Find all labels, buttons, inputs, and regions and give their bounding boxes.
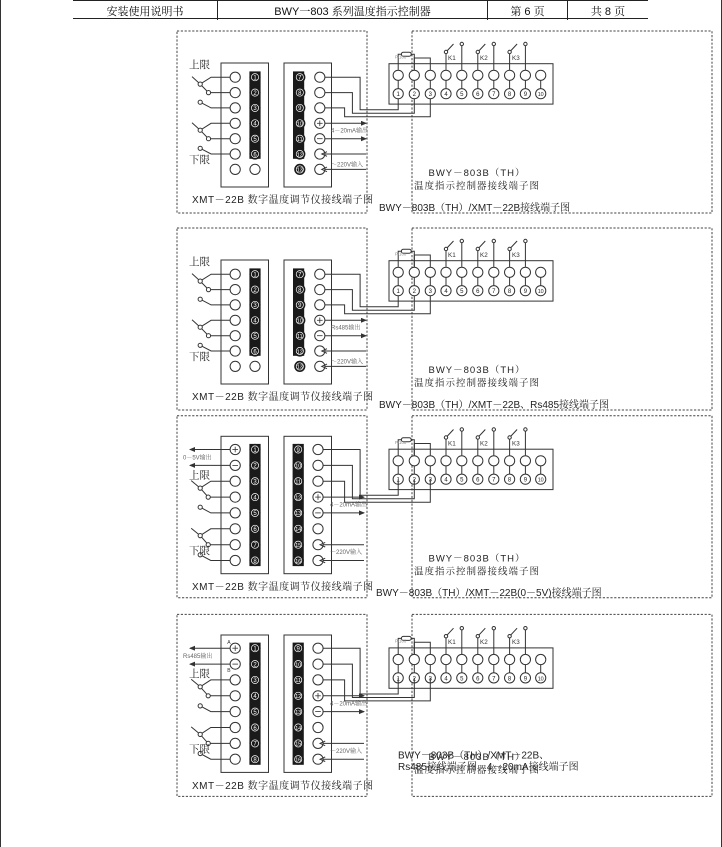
svg-text:13: 13 (295, 710, 301, 716)
svg-text:10: 10 (295, 464, 301, 470)
svg-text:K3: K3 (512, 639, 520, 646)
svg-text:13: 13 (297, 168, 303, 174)
svg-text:4－20mA输出: 4－20mA输出 (331, 127, 368, 135)
svg-text:13: 13 (297, 365, 303, 371)
svg-text:XMT－22B 数字温度调节仪接线端子图: XMT－22B 数字温度调节仪接线端子图 (192, 193, 374, 206)
svg-text:15: 15 (295, 543, 301, 549)
svg-text:～220V输入: ～220V输入 (330, 548, 362, 556)
svg-text:12: 12 (295, 694, 301, 700)
svg-text:K2: K2 (480, 55, 488, 62)
svg-text:下限: 下限 (189, 351, 210, 363)
svg-text:K3: K3 (512, 55, 520, 62)
svg-text:Rs485输出: Rs485输出 (183, 652, 212, 660)
svg-text:11: 11 (297, 334, 303, 340)
svg-text:BWY－803B（TH）/XMT－22B接线端子图: BWY－803B（TH）/XMT－22B接线端子图 (379, 201, 570, 214)
svg-text:温度指示控制器接线端子图: 温度指示控制器接线端子图 (414, 180, 540, 192)
svg-text:BWY－803B（TH）/XMT－22B(0－5V)接线端子: BWY－803B（TH）/XMT－22B(0－5V)接线端子图 (376, 586, 602, 599)
svg-text:下限: 下限 (189, 545, 210, 557)
svg-text:下限: 下限 (189, 744, 210, 756)
svg-text:10: 10 (297, 319, 303, 325)
svg-text:上限: 上限 (189, 58, 210, 71)
svg-text:Pt100: Pt100 (395, 639, 407, 644)
svg-text:XMT－22B 数字温度调节仪接线端子图: XMT－22B 数字温度调节仪接线端子图 (192, 580, 374, 593)
svg-text:10: 10 (538, 92, 544, 98)
svg-text:～220V输入: ～220V输入 (331, 161, 363, 169)
svg-text:12: 12 (295, 495, 301, 501)
svg-text:K2: K2 (480, 639, 488, 646)
svg-text:10: 10 (538, 676, 544, 682)
svg-text:11: 11 (295, 480, 301, 486)
svg-text:K2: K2 (480, 252, 488, 259)
svg-text:～220V输入: ～220V输入 (331, 358, 363, 366)
svg-text:Rs485输出: Rs485输出 (331, 324, 366, 332)
svg-text:B: B (227, 668, 231, 674)
svg-text:Pt100: Pt100 (395, 55, 407, 60)
svg-text:上限: 上限 (189, 469, 210, 482)
svg-text:XMT－22B 数字温度调节仪接线端子图: XMT－22B 数字温度调节仪接线端子图 (192, 390, 374, 403)
svg-text:10: 10 (538, 478, 544, 484)
svg-text:K1: K1 (448, 441, 456, 448)
svg-text:10: 10 (295, 662, 301, 668)
svg-text:Pt100: Pt100 (395, 440, 407, 445)
svg-text:～220V输入: ～220V输入 (330, 747, 362, 755)
svg-text:12: 12 (297, 152, 303, 158)
svg-text:10: 10 (297, 122, 303, 128)
svg-text:11: 11 (295, 678, 301, 684)
svg-text:16: 16 (295, 559, 301, 565)
svg-text:Rs485接线端子图、4－20mA接线端子图: Rs485接线端子图、4－20mA接线端子图 (398, 760, 579, 773)
svg-text:14: 14 (295, 527, 301, 533)
svg-text:Pt100: Pt100 (395, 252, 407, 257)
svg-text:K2: K2 (480, 441, 488, 448)
svg-text:K1: K1 (448, 55, 456, 62)
svg-text:0－5V输出: 0－5V输出 (183, 454, 212, 462)
svg-text:14: 14 (295, 726, 301, 732)
svg-text:K1: K1 (448, 639, 456, 646)
svg-text:BWY－803B（TH）: BWY－803B（TH） (429, 168, 526, 179)
svg-text:XMT－22B 数字温度调节仪接线端子图: XMT－22B 数字温度调节仪接线端子图 (192, 779, 374, 792)
svg-text:K3: K3 (512, 252, 520, 259)
svg-text:下限: 下限 (189, 154, 210, 166)
svg-text:K3: K3 (512, 441, 520, 448)
svg-text:K1: K1 (448, 252, 456, 259)
svg-text:温度指示控制器接线端子图: 温度指示控制器接线端子图 (414, 566, 540, 578)
svg-text:BWY－803B（TH）: BWY－803B（TH） (429, 554, 526, 565)
svg-text:温度指示控制器接线端子图: 温度指示控制器接线端子图 (414, 377, 540, 389)
svg-text:11: 11 (297, 137, 303, 143)
svg-text:BWY－803B（TH）/XMT－22B、: BWY－803B（TH）/XMT－22B、 (398, 750, 549, 762)
svg-text:上限: 上限 (189, 255, 210, 268)
svg-text:12: 12 (297, 349, 303, 355)
svg-text:10: 10 (538, 289, 544, 295)
svg-text:BWY－803B（TH）: BWY－803B（TH） (429, 365, 526, 376)
svg-text:13: 13 (295, 511, 301, 517)
svg-text:15: 15 (295, 742, 301, 748)
svg-text:BWY－803B（TH）/XMT－22B、Rs485接线端子: BWY－803B（TH）/XMT－22B、Rs485接线端子图 (379, 398, 609, 411)
svg-text:上限: 上限 (189, 667, 210, 680)
svg-text:16: 16 (295, 758, 301, 764)
